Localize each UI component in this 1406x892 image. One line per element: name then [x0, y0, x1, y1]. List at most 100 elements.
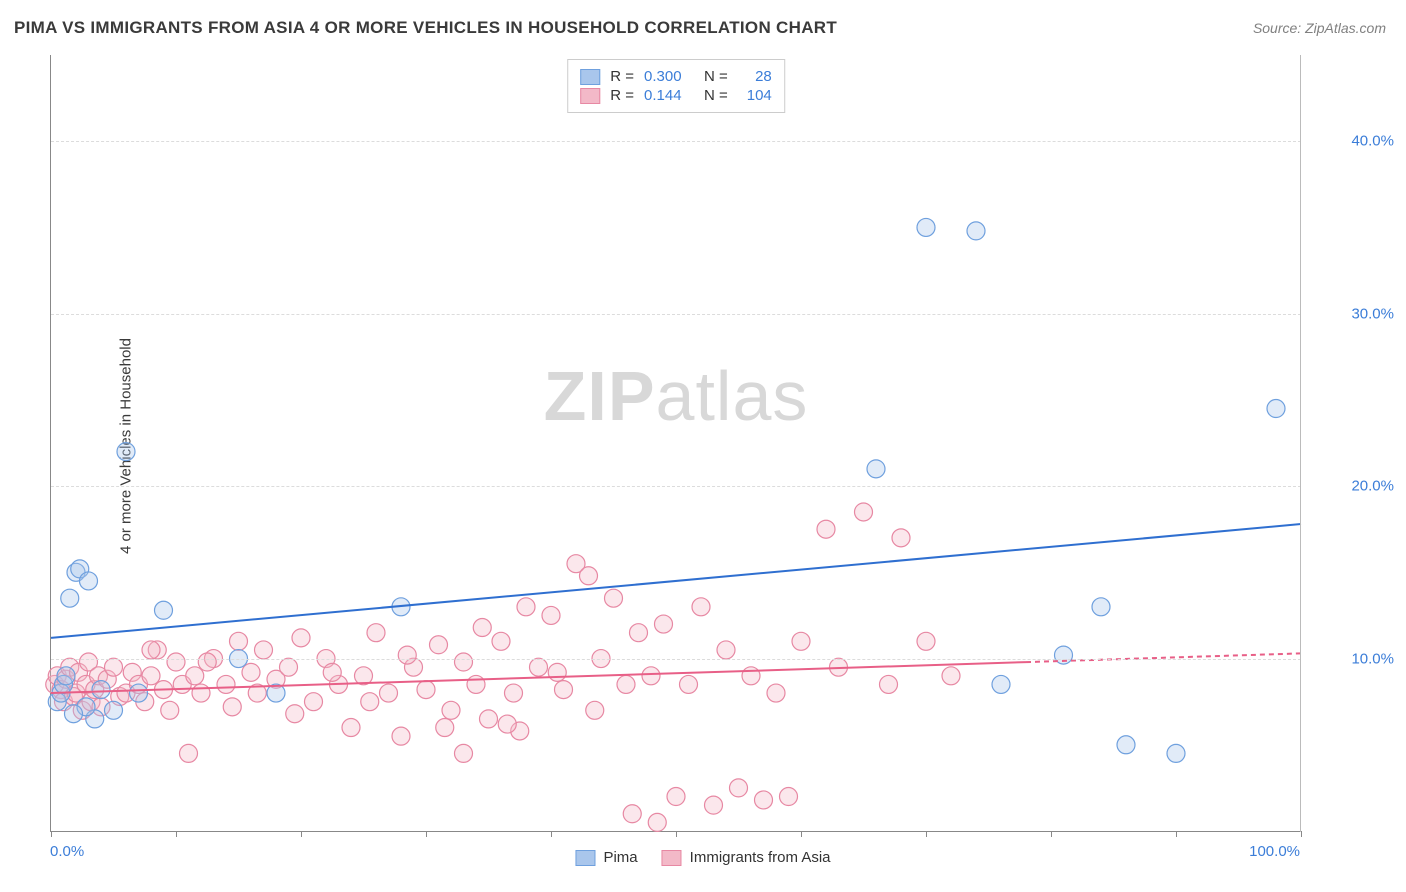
data-point: [967, 222, 985, 240]
x-tick: [51, 831, 52, 837]
x-tick: [176, 831, 177, 837]
source-attribution: Source: ZipAtlas.com: [1253, 20, 1386, 36]
data-point: [1117, 736, 1135, 754]
legend-n-value: 104: [738, 87, 772, 104]
data-point: [855, 503, 873, 521]
data-point: [392, 727, 410, 745]
legend-r-value: 0.300: [644, 68, 694, 85]
data-point: [361, 693, 379, 711]
legend-swatch: [580, 69, 600, 85]
data-point: [642, 667, 660, 685]
data-point: [92, 681, 110, 699]
data-point: [505, 684, 523, 702]
data-point: [242, 663, 260, 681]
data-point: [717, 641, 735, 659]
data-point: [630, 624, 648, 642]
data-point: [755, 791, 773, 809]
legend-swatch: [662, 850, 682, 866]
y-tick-label: 20.0%: [1351, 478, 1394, 495]
data-point: [198, 653, 216, 671]
legend-r-value: 0.144: [644, 87, 694, 104]
data-point: [367, 624, 385, 642]
legend-n-value: 28: [738, 68, 772, 85]
x-tick: [801, 831, 802, 837]
data-point: [498, 715, 516, 733]
x-tick-label: 0.0%: [50, 843, 84, 860]
data-point: [305, 693, 323, 711]
data-point: [255, 641, 273, 659]
data-point: [417, 681, 435, 699]
data-point: [555, 681, 573, 699]
data-point: [617, 675, 635, 693]
data-point: [942, 667, 960, 685]
y-tick-label: 30.0%: [1351, 305, 1394, 322]
data-point: [917, 218, 935, 236]
data-point: [442, 701, 460, 719]
data-point: [1267, 400, 1285, 418]
legend-swatch: [575, 850, 595, 866]
data-point: [667, 788, 685, 806]
data-point: [380, 684, 398, 702]
legend-item: Immigrants from Asia: [662, 849, 831, 866]
data-point: [792, 632, 810, 650]
legend-n-label: N =: [704, 87, 728, 104]
data-point: [398, 646, 416, 664]
legend-series: Pima Immigrants from Asia: [575, 849, 830, 866]
data-point: [648, 813, 666, 831]
data-point: [817, 520, 835, 538]
gridline: [51, 141, 1301, 142]
data-point: [342, 719, 360, 737]
data-point: [142, 641, 160, 659]
data-point: [180, 744, 198, 762]
x-tick: [426, 831, 427, 837]
data-point: [130, 684, 148, 702]
data-point: [65, 705, 83, 723]
data-point: [57, 667, 75, 685]
data-point: [280, 658, 298, 676]
data-point: [892, 529, 910, 547]
data-point: [292, 629, 310, 647]
data-point: [867, 460, 885, 478]
data-point: [323, 663, 341, 681]
data-point: [223, 698, 241, 716]
legend-correlation-box: R =0.300N =28R =0.144N =104: [567, 59, 785, 113]
data-point: [742, 667, 760, 685]
x-tick: [1051, 831, 1052, 837]
data-point: [623, 805, 641, 823]
gridline: [51, 486, 1301, 487]
data-point: [117, 443, 135, 461]
data-point: [186, 667, 204, 685]
trend-line: [51, 524, 1301, 638]
gridline: [51, 314, 1301, 315]
data-point: [780, 788, 798, 806]
data-point: [492, 632, 510, 650]
data-point: [680, 675, 698, 693]
data-point: [455, 653, 473, 671]
data-point: [517, 598, 535, 616]
data-point: [430, 636, 448, 654]
data-point: [605, 589, 623, 607]
data-point: [1092, 598, 1110, 616]
data-point: [548, 663, 566, 681]
legend-n-label: N =: [704, 68, 728, 85]
x-tick: [926, 831, 927, 837]
legend-row: R =0.144N =104: [580, 87, 772, 104]
data-point: [1167, 744, 1185, 762]
data-point: [161, 701, 179, 719]
data-point: [917, 632, 935, 650]
legend-item: Pima: [575, 849, 637, 866]
x-tick: [676, 831, 677, 837]
legend-label: Immigrants from Asia: [690, 849, 831, 866]
data-point: [217, 675, 235, 693]
plot-svg: [51, 55, 1301, 831]
data-point: [705, 796, 723, 814]
x-tick: [1301, 831, 1302, 837]
x-tick: [1176, 831, 1177, 837]
data-point: [105, 658, 123, 676]
data-point: [467, 675, 485, 693]
data-point: [480, 710, 498, 728]
data-point: [880, 675, 898, 693]
x-tick: [301, 831, 302, 837]
data-point: [692, 598, 710, 616]
data-point: [80, 572, 98, 590]
